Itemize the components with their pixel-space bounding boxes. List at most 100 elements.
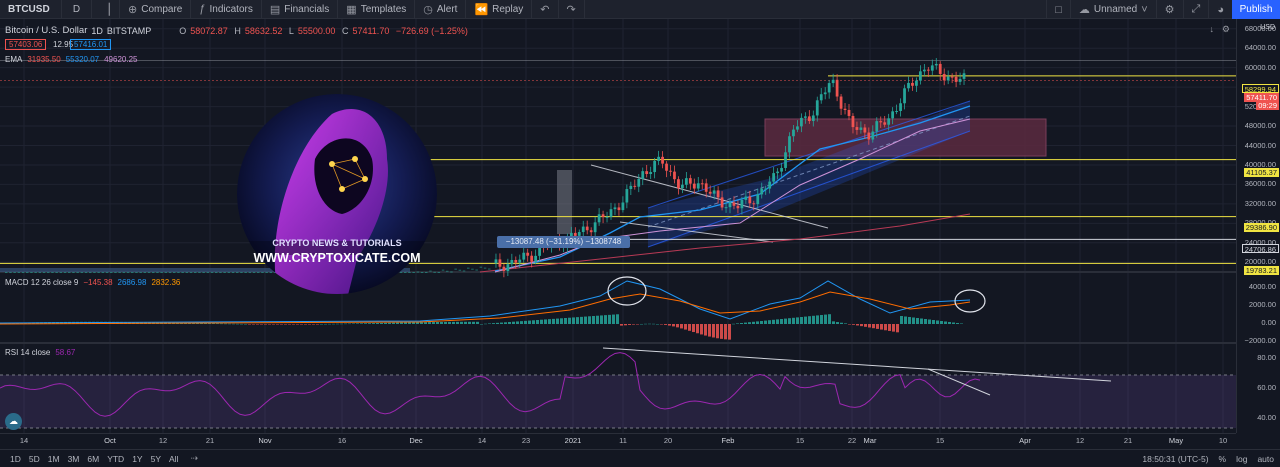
axis-settings-icon[interactable]: ⚙ [1221, 24, 1230, 34]
time-tick-label: 12 [1075, 436, 1085, 445]
range-button-3m[interactable]: 3M [67, 453, 80, 464]
fullscreen-button[interactable]: ⤢ [1182, 0, 1209, 19]
macd-bar [456, 321, 459, 324]
macd-bar [516, 321, 519, 324]
candle-body [425, 272, 428, 273]
symbol-title[interactable]: Bitcoin / U.S. Dollar [5, 25, 88, 36]
candle-body [641, 171, 645, 179]
candle-body [581, 226, 585, 233]
bar-style-button[interactable]: ▕ [92, 0, 120, 19]
replay-button[interactable]: ⏪ Replay [466, 0, 533, 19]
interval-button[interactable]: D [62, 0, 92, 19]
macd-bar [916, 318, 919, 324]
macd-bar [960, 323, 963, 324]
templates-button[interactable]: ▦ Templates [338, 0, 416, 19]
time-tick-label: 23 [521, 436, 531, 445]
channel-lower-line [647, 130, 971, 248]
candle-body [887, 118, 891, 125]
range-button-5d[interactable]: 5D [28, 453, 40, 464]
candle-body [76, 272, 79, 273]
candle-body [30, 272, 33, 273]
time-tick-label: 21 [1123, 436, 1133, 445]
publish-button[interactable]: Publish [1232, 0, 1280, 19]
financials-button[interactable]: ▤ Financials [262, 0, 339, 19]
macd-bar [284, 324, 287, 325]
fullscreen-icon: ⤢ [1191, 3, 1201, 15]
candle-body [922, 69, 926, 72]
price-axis[interactable]: 68000.0064000.0060000.0056000.0052000.00… [1236, 19, 1280, 433]
candle-body [907, 82, 910, 89]
candle-body [752, 203, 756, 205]
macd-bar [212, 323, 215, 324]
macd-bar [272, 324, 275, 325]
range-button-5y[interactable]: 5Y [150, 453, 161, 464]
chart-canvas[interactable] [0, 19, 1236, 433]
candle-body [653, 160, 657, 173]
price-tick-label: 24000.00 [1244, 237, 1276, 247]
candle-body [899, 103, 902, 111]
undo-button[interactable]: ↶ [532, 0, 559, 19]
sell-price-box[interactable]: 57403.06 [5, 39, 47, 50]
range-button-1d[interactable]: 1D [10, 453, 21, 464]
macd-bar [200, 323, 203, 324]
rsi-band [0, 375, 1236, 428]
candle-body [665, 163, 668, 171]
snapshot-button[interactable]: ◕ [1208, 0, 1232, 19]
macd-bar [696, 324, 699, 334]
redo-button[interactable]: ↷ [559, 0, 585, 19]
candle-body [891, 111, 895, 119]
macd-bar [624, 324, 627, 326]
macd-bar [248, 324, 251, 325]
macd-bar [632, 324, 635, 325]
time-axis[interactable]: 14 Oct 12 21 Nov 16 Dec 14 23 2021 11 20 Feb 15 22 Mar 1… [0, 433, 1236, 449]
axis-chevron-icon[interactable]: ↓ [1209, 24, 1215, 34]
time-tick-label: 22 [847, 436, 857, 445]
candle-body [649, 172, 653, 175]
macd-bar [308, 324, 311, 325]
range-button-6m[interactable]: 6M [87, 453, 100, 464]
macd-bar [676, 324, 679, 328]
layout-toggle-button[interactable]: □ [1046, 0, 1070, 19]
settings-button[interactable]: ⚙ [1155, 0, 1183, 19]
macd-bar [804, 316, 807, 324]
candle-body [609, 209, 613, 217]
candle-body [954, 76, 958, 82]
layout-name-button[interactable]: ☁ Unnamed ˅ [1069, 0, 1156, 19]
macd-bar [440, 321, 443, 324]
goto-date-icon[interactable]: ⇢ [190, 453, 198, 463]
macd-bar [772, 319, 775, 324]
macd-bar [424, 322, 427, 324]
clock: 18:50:31 (UTC-5) [1142, 454, 1209, 464]
range-button-all[interactable]: All [169, 453, 179, 464]
percent-toggle[interactable]: % [1218, 454, 1227, 464]
tradingview-logo-icon[interactable]: ☁ [5, 413, 22, 430]
candle-body [404, 272, 407, 273]
log-toggle[interactable]: log [1236, 454, 1248, 464]
range-button-1y[interactable]: 1Y [132, 453, 143, 464]
range-button-ytd[interactable]: YTD [107, 453, 125, 464]
candle-body [669, 170, 672, 172]
macd-bar [704, 324, 707, 336]
candle-body [494, 259, 498, 264]
buy-price-box[interactable]: 57416.01 [70, 39, 112, 50]
range-button-1m[interactable]: 1M [47, 453, 60, 464]
candle-body [776, 171, 779, 174]
symbol-search[interactable]: BTCUSD [0, 0, 62, 19]
macd-bar [444, 321, 447, 324]
macd-bar [848, 324, 851, 325]
macd-bar [672, 324, 675, 327]
macd-bar [252, 324, 255, 325]
macd-bar [932, 320, 935, 324]
candle-body [38, 272, 42, 273]
alert-button[interactable]: ◷ Alert [415, 0, 467, 19]
candle-body [617, 207, 621, 211]
compare-label: Compare [141, 3, 183, 15]
compare-button[interactable]: ⊕ Compare [120, 0, 192, 19]
macd-bar [788, 318, 791, 324]
macd-bar [492, 323, 495, 324]
candle-body [114, 272, 117, 273]
time-tick-label: 15 [935, 436, 945, 445]
macd-bar [432, 322, 435, 324]
auto-toggle[interactable]: auto [1257, 454, 1274, 464]
indicators-button[interactable]: ƒ Indicators [191, 0, 262, 19]
